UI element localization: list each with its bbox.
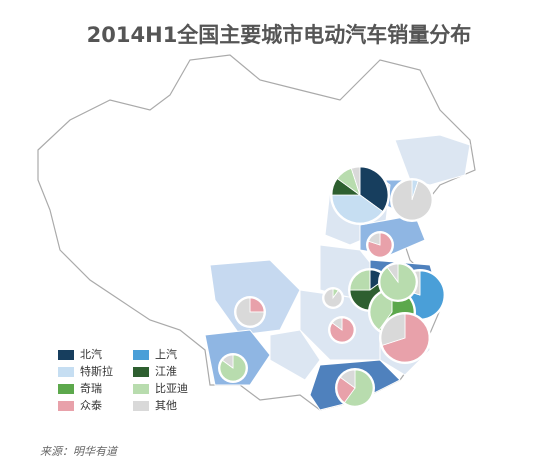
legend-label: 特斯拉 <box>80 364 113 378</box>
pie-slice <box>380 313 406 346</box>
legend-label: 江淮 <box>155 365 177 378</box>
pie-slice <box>381 313 430 363</box>
pie-slice <box>339 369 356 389</box>
legend-label: 奇瑞 <box>80 381 102 395</box>
title: 2014H1全国主要城市电动汽车销量分布 <box>87 23 472 47</box>
pie-slice <box>391 179 433 221</box>
pie-slice <box>235 297 265 327</box>
pie-slice <box>349 269 371 291</box>
legend-label: 上汽 <box>155 347 177 361</box>
source: 来源：明华有道 <box>40 445 119 458</box>
legend-label: 其他 <box>155 399 177 412</box>
legend-label: 众泰 <box>80 398 102 412</box>
pie-slice <box>331 194 384 224</box>
legend-swatch <box>58 401 74 411</box>
pie-slice <box>323 288 343 308</box>
pie-slice <box>343 369 374 407</box>
legend-swatch <box>133 367 149 377</box>
legend-swatch <box>133 384 149 394</box>
legend-swatch <box>58 350 74 360</box>
pie-slice <box>368 232 381 246</box>
legend-swatch <box>58 384 74 394</box>
legend-swatch <box>133 401 149 411</box>
pie-slice <box>350 166 361 196</box>
pie-slice <box>331 317 343 331</box>
pie-slice <box>221 354 234 369</box>
pie-slice <box>386 263 399 284</box>
legend-label: 比亚迪 <box>155 382 188 395</box>
province <box>269 329 321 381</box>
pie-slice <box>359 166 389 213</box>
legend-swatch <box>133 350 149 360</box>
legend-label: 北汽 <box>80 347 102 361</box>
legend-swatch <box>58 367 74 377</box>
